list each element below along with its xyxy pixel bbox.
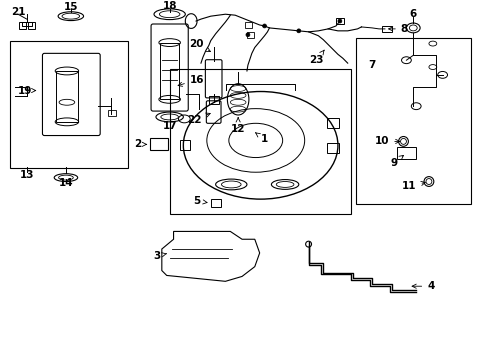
Text: 17: 17 [162, 121, 177, 131]
Text: 8: 8 [388, 24, 407, 34]
Text: 6: 6 [409, 9, 416, 19]
Text: 5: 5 [193, 196, 206, 206]
Bar [150, 139, 167, 150]
Bar [28, 22, 35, 29]
Text: 18: 18 [162, 1, 177, 12]
Text: 12: 12 [230, 118, 245, 134]
Circle shape [262, 24, 266, 28]
Text: 19: 19 [18, 86, 36, 95]
Bar [208, 96, 218, 104]
Text: 22: 22 [186, 113, 210, 125]
Bar [381, 26, 391, 32]
Text: 14: 14 [59, 177, 73, 188]
Text: 16: 16 [178, 75, 204, 86]
Text: 11: 11 [401, 181, 425, 192]
Bar [326, 118, 338, 128]
Bar [180, 140, 190, 150]
Bar [169, 69, 350, 214]
Text: 4: 4 [411, 281, 434, 291]
Bar [244, 22, 251, 28]
Text: 10: 10 [374, 136, 399, 147]
Text: 20: 20 [188, 39, 210, 51]
Text: 2: 2 [133, 139, 146, 149]
Circle shape [245, 33, 249, 37]
Circle shape [296, 29, 300, 33]
Bar [160, 42, 179, 99]
Bar [19, 22, 26, 29]
Text: 13: 13 [20, 170, 34, 180]
Bar [56, 71, 78, 122]
Text: 15: 15 [63, 3, 78, 12]
Text: 3: 3 [153, 251, 166, 261]
Text: 7: 7 [368, 60, 375, 70]
Text: 9: 9 [389, 156, 403, 168]
Text: 23: 23 [308, 50, 324, 65]
Text: 1: 1 [255, 133, 267, 144]
Bar [108, 110, 116, 116]
Bar [355, 38, 470, 204]
Text: 21: 21 [11, 7, 25, 17]
Bar [326, 143, 338, 153]
Bar [396, 147, 415, 159]
Bar [246, 32, 253, 38]
Bar [210, 199, 220, 207]
Bar [335, 18, 343, 24]
Circle shape [337, 19, 341, 23]
Bar [10, 41, 127, 168]
